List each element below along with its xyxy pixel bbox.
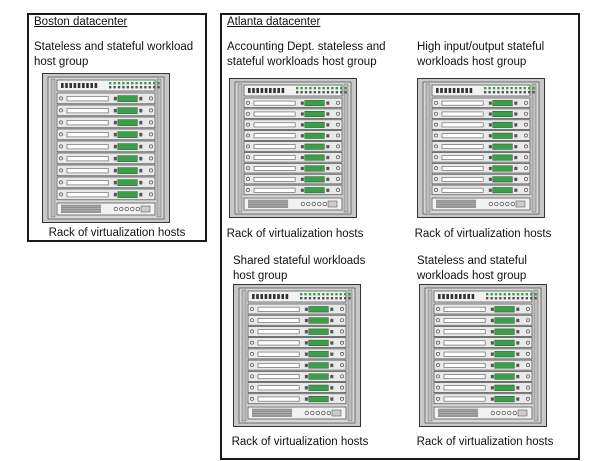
server-slot	[247, 393, 347, 405]
boston-datacenter-title: Boston datacenter	[34, 16, 128, 28]
server-slot	[433, 337, 533, 349]
server-slot	[56, 128, 156, 141]
server-slot	[433, 303, 533, 315]
server-slot	[243, 152, 343, 163]
server-slot	[56, 152, 156, 165]
server-slot	[247, 382, 347, 393]
server-slot	[243, 130, 343, 141]
server-slot	[243, 119, 343, 130]
host-group-label: Shared stateful workloads host group	[233, 255, 366, 282]
rack-label: Rack of virtualization hosts	[48, 227, 186, 239]
rack-label: Rack of virtualization hosts	[231, 436, 369, 448]
server-slot	[56, 176, 156, 189]
server-slot	[247, 303, 347, 315]
server-slot	[247, 348, 347, 360]
server-slot	[243, 141, 343, 152]
host-group-label: Accounting Dept. stateless and stateful …	[227, 41, 386, 68]
server-rack	[233, 284, 361, 427]
rack-label: Rack of virtualization hosts	[416, 436, 554, 448]
server-slot	[56, 140, 156, 153]
server-slot	[433, 348, 533, 360]
server-slot	[56, 104, 156, 117]
rack-label: Rack of virtualization hosts	[414, 228, 552, 240]
server-slot	[247, 314, 347, 326]
atlanta-datacenter-title: Atlanta datacenter	[227, 16, 321, 28]
server-rack	[419, 284, 547, 427]
server-slot	[433, 393, 533, 405]
server-slot	[56, 188, 156, 201]
server-slot	[431, 130, 531, 141]
host-group-label: Stateless and stateful workloads host gr…	[417, 255, 527, 282]
server-slot	[247, 359, 347, 371]
server-slot	[433, 359, 533, 371]
server-slot	[431, 97, 531, 109]
server-slot	[247, 326, 347, 337]
server-slot	[433, 326, 533, 337]
host-group-label: High input/output stateful workloads hos…	[417, 41, 545, 68]
server-slot	[431, 173, 531, 185]
server-slot	[243, 162, 343, 174]
server-rack	[417, 78, 545, 218]
server-slot	[433, 314, 533, 326]
server-slot	[431, 119, 531, 130]
server-slot	[243, 97, 343, 109]
rack-label: Rack of virtualization hosts	[226, 228, 364, 240]
server-rack	[42, 73, 170, 223]
server-slot	[56, 92, 156, 105]
server-slot	[56, 116, 156, 129]
server-slot	[433, 370, 533, 382]
server-rack	[229, 78, 357, 218]
server-slot	[247, 370, 347, 382]
server-slot	[431, 141, 531, 152]
server-slot	[243, 108, 343, 119]
host-group-label: Stateless and stateful workload host gro…	[34, 41, 194, 68]
boston-datacenter	[27, 13, 207, 242]
server-slot	[247, 337, 347, 349]
server-slot	[243, 173, 343, 185]
server-slot	[56, 164, 156, 177]
atlanta-datacenter	[220, 13, 580, 460]
server-slot	[431, 162, 531, 174]
server-slot	[431, 152, 531, 163]
server-slot	[243, 184, 343, 196]
server-slot	[433, 382, 533, 393]
server-slot	[431, 184, 531, 196]
server-slot	[431, 108, 531, 119]
